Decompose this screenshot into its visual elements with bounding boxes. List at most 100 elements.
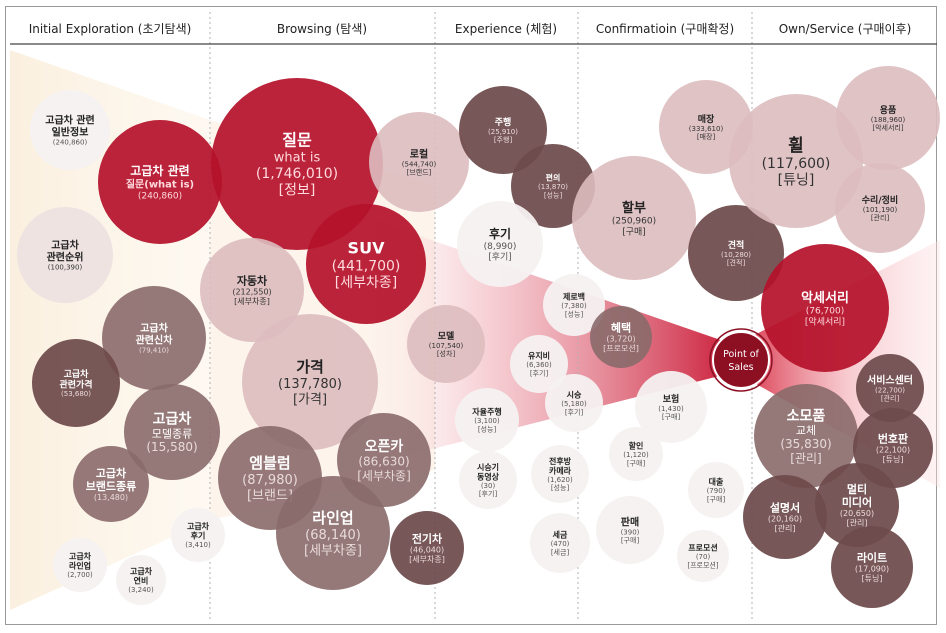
bubble-title: 고급차: [153, 412, 192, 428]
bubble-circle: [543, 274, 605, 336]
bubble-sub: what is: [274, 151, 321, 166]
bubble-title: 시승: [567, 390, 582, 400]
bubble-sub: 일반정보: [52, 125, 89, 138]
bubble-sub: 관련신차: [136, 333, 174, 346]
bubble-value: (3,240): [128, 586, 154, 594]
bubble-value: (79,410): [139, 346, 169, 354]
bubble-title: 혜택: [611, 321, 631, 335]
bubble-sub: 라인업: [69, 561, 91, 571]
bubble-circle: [530, 513, 590, 573]
bubble-title: 고급차: [187, 521, 210, 531]
bubble-title: 대출: [709, 477, 724, 487]
bubble-b49: 라이트(17,090)[튜닝]: [831, 526, 913, 608]
bubble-value: (100,390): [48, 263, 83, 271]
bubble-b34: 견적(10,280)[견적]: [688, 205, 784, 301]
bubble-value: (13,870): [538, 183, 568, 191]
bubble-title: 보험: [663, 393, 680, 405]
bubble-circle: [30, 90, 110, 170]
bubble-b40: 용품(188,960)[악세서리]: [836, 66, 940, 170]
bubble-circle: [455, 388, 519, 452]
bubble-value: (441,700): [332, 258, 401, 274]
stage-header-1: Initial Exploration (초기탐색): [29, 22, 192, 36]
bubble-title: 고급차: [69, 551, 92, 561]
stage-header-3: Experience (체험): [455, 22, 557, 36]
bubble-title: 서비스센터: [867, 373, 913, 386]
bubble-title: 할부: [622, 200, 646, 216]
bubble-value: (101,190): [863, 206, 898, 214]
bubble-circle: [407, 305, 485, 383]
bubble-value: (470): [551, 540, 570, 548]
bubble-title: 프로모션: [688, 543, 717, 553]
bubble-title: 편의: [546, 173, 561, 183]
bubble-value: (333,610): [689, 125, 724, 133]
bubble-circle: [510, 335, 568, 393]
bubble-circle: [754, 384, 858, 488]
bubble-b42: 수리/정비(101,190)[관리]: [835, 163, 925, 253]
bubble-b25: 혜택(3,720)[프로모션]: [590, 306, 652, 368]
bubble-title: 견적: [728, 239, 745, 251]
bubble-circle: [635, 371, 707, 443]
bubble-b37: 대출(790)[구매]: [688, 462, 744, 518]
bubble-value: (20,160): [768, 515, 802, 524]
bubble-title: 모델: [438, 330, 455, 342]
bubble-title: 번호판: [878, 432, 908, 446]
bubble-title: 고급차: [130, 566, 153, 576]
bubble-value: (1,746,010): [256, 166, 338, 182]
bubble-tag: [매장]: [697, 132, 716, 141]
bubble-tag: [구매]: [662, 413, 681, 421]
bubble-tag: [주행]: [494, 135, 513, 144]
bubble-value: (1,620): [547, 476, 573, 484]
bubble-tag: [구매]: [627, 459, 646, 467]
bubble-b43: 악세서리(76,700)[악세서리]: [761, 244, 889, 372]
bubble-value: (10,280): [721, 251, 751, 259]
bubble-tag: [성능]: [551, 483, 570, 492]
bubble-title: 후기: [489, 226, 511, 241]
point-of-sales-line2: Sales: [728, 362, 753, 373]
bubble-title: 라이트: [857, 551, 887, 565]
bubble-circle: [836, 66, 940, 170]
bubble-tag: [성능]: [478, 424, 497, 433]
bubble-tag: [관리]: [790, 451, 821, 465]
bubble-tag: [구매]: [621, 537, 640, 545]
stage-header-5: Own/Service (구매이후): [779, 22, 912, 36]
bubble-title: 전기차: [412, 532, 443, 546]
bubble-circle: [17, 207, 113, 303]
bubble-tag: [세부차종]: [234, 297, 270, 306]
bubble-circle: [688, 205, 784, 301]
bubble-b22: 후기(8,990)[후기]: [457, 201, 543, 287]
bubble-title: 고급차: [51, 239, 79, 252]
bubble-title: 전후방: [549, 456, 572, 466]
bubble-title: 소모품: [787, 409, 826, 425]
bubble-title: 유지비: [528, 351, 550, 361]
bubble-circle: [831, 526, 913, 608]
bubble-title: 고급차: [64, 368, 90, 380]
bubble-circle: [98, 120, 222, 244]
bubble-value: (70): [696, 553, 711, 561]
bubble-value: (1,120): [623, 451, 649, 459]
bubble-title: 매장: [698, 113, 715, 125]
bubble-title: 자동차: [237, 274, 268, 288]
bubble-tag: [세부차종]: [357, 469, 411, 483]
bubble-sub: 브랜드종류: [86, 479, 137, 493]
bubble-value: (13,480): [94, 493, 128, 502]
bubble-title: 시승기: [477, 462, 499, 472]
bubble-title: 주행: [495, 116, 512, 128]
bubble-value: (390): [621, 528, 640, 536]
bubble-b39: 프로모션(70)[프로모션]: [677, 530, 729, 582]
bubble-tag: [관리]: [775, 523, 796, 533]
bubble-b27: 자율주행(3,100)[성능]: [455, 388, 519, 452]
bubble-value: (25,910): [488, 128, 518, 136]
bubble-tag: [성능]: [544, 190, 563, 199]
bubble-value: (86,630): [358, 455, 409, 469]
bubble-value: (107,540): [429, 342, 464, 350]
bubble-title: 로컬: [410, 147, 428, 160]
bubble-b32: 매장(333,610)[매장]: [659, 80, 753, 174]
bubble-circle: [242, 314, 378, 450]
bubble-circle: [276, 476, 390, 590]
bubble-tag: [후기]: [479, 489, 498, 498]
stage-header-2: Browsing (탐색): [277, 22, 367, 36]
bubble-tag: [세부차종]: [409, 555, 445, 564]
